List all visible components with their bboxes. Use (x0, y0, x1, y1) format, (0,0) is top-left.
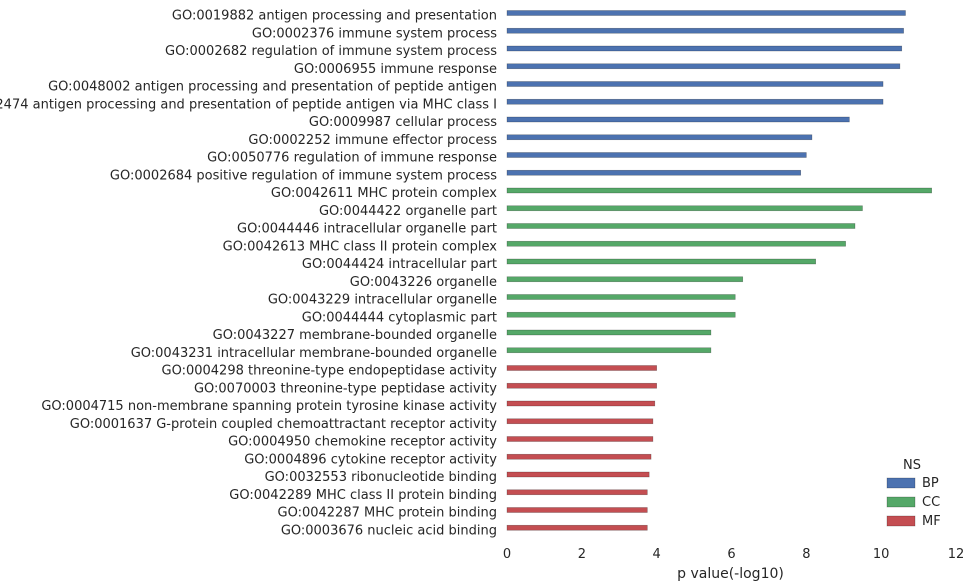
x-tick-label: 0 (503, 547, 511, 562)
category-label: GO:0042611 MHC protein complex (271, 186, 497, 201)
category-label: GO:0042287 MHC protein binding (278, 506, 498, 521)
category-label: GO:0044422 organelle part (319, 204, 497, 219)
bar (506, 436, 654, 442)
bar (506, 347, 712, 354)
legend-swatch (886, 477, 916, 489)
bar (506, 98, 884, 105)
bar (506, 294, 736, 300)
x-tick-label: 8 (802, 547, 810, 562)
x-tick-label: 4 (653, 547, 661, 562)
x-tick-label: 2 (578, 547, 586, 562)
x-tick-label: 10 (873, 547, 890, 562)
bar (506, 311, 736, 318)
category-label: GO:0043229 intracellular organelle (268, 293, 497, 308)
legend-entries-group: BP CC MF (886, 476, 941, 529)
x-tick-label: 6 (727, 547, 735, 562)
category-label: GO:0050776 regulation of immune response (207, 151, 497, 166)
category-label: GO:0043231 intracellular membrane-bounde… (131, 346, 497, 361)
x-axis-ticks-group: 0 2 4 6 8 10 12 (503, 547, 964, 562)
bar (506, 400, 656, 407)
bar (506, 10, 906, 16)
bar (506, 223, 856, 229)
bar (506, 489, 648, 496)
legend-label: BP (922, 476, 939, 491)
bar (506, 63, 901, 70)
bar (506, 27, 904, 34)
bar (506, 524, 648, 531)
category-label: GO:0044444 cytoplasmic part (302, 310, 497, 325)
bar (506, 45, 903, 52)
bar (506, 453, 652, 460)
legend-label: CC (922, 495, 940, 510)
category-label: GO:0004715 non-membrane spanning protein… (41, 399, 497, 414)
bars-group (506, 10, 932, 531)
bar (506, 507, 648, 513)
category-label: GO:0019882 antigen processing and presen… (172, 9, 497, 24)
category-label: GO:0048002 antigen processing and presen… (48, 80, 497, 95)
category-label: GO:0003676 nucleic acid binding (281, 523, 497, 538)
legend-swatch (886, 515, 916, 527)
bar (506, 116, 850, 123)
category-label: GO:0044446 intracellular organelle part (237, 222, 497, 237)
category-labels-group: GO:0019882 antigen processing and presen… (0, 9, 497, 539)
legend-label: MF (922, 514, 941, 529)
category-label: GO:0004298 threonine-type endopeptidase … (162, 364, 498, 379)
category-label: GO:0004950 chemokine receptor activity (228, 435, 497, 450)
x-tick-label: 12 (948, 547, 965, 562)
bar (506, 276, 744, 283)
category-label: GO:0044424 intracellular part (302, 257, 497, 272)
bar (506, 365, 657, 371)
bar (506, 187, 932, 194)
bar (506, 418, 654, 425)
category-label: GO:0042289 MHC class II protein binding (229, 488, 497, 503)
bar (506, 134, 813, 141)
category-label: GO:0002376 immune system process (252, 26, 497, 41)
category-label: GO:0002474 antigen processing and presen… (0, 97, 497, 112)
bar (506, 205, 863, 212)
bar (506, 382, 657, 389)
category-label: GO:0043226 organelle (350, 275, 497, 290)
category-label: GO:0001637 G-protein coupled chemoattrac… (70, 417, 498, 432)
category-label: GO:0002252 immune effector process (248, 133, 497, 148)
category-label: GO:0002684 positive regulation of immune… (110, 168, 497, 183)
legend-swatch (886, 496, 916, 508)
category-label: GO:0043227 membrane-bounded organelle (213, 328, 497, 343)
bar (506, 240, 846, 247)
bar (506, 471, 650, 478)
bar (506, 169, 802, 176)
legend: NS BP CC MF (886, 458, 941, 529)
category-label: GO:0042613 MHC class II protein complex (223, 239, 498, 254)
category-label: GO:0006955 immune response (294, 62, 497, 77)
category-label: GO:0002682 regulation of immune system p… (165, 44, 497, 59)
bar (506, 258, 816, 265)
category-label: GO:0032553 ribonucleotide binding (265, 470, 497, 485)
x-axis-label: p value(-log10) (677, 566, 784, 582)
category-label: GO:0004896 cytokine receptor activity (244, 452, 497, 467)
bar (506, 81, 884, 87)
bar (506, 152, 807, 158)
bar (506, 329, 712, 336)
category-label: GO:0070003 threonine-type peptidase acti… (194, 381, 497, 396)
category-label: GO:0009987 cellular process (309, 115, 497, 130)
legend-title: NS (903, 458, 921, 473)
